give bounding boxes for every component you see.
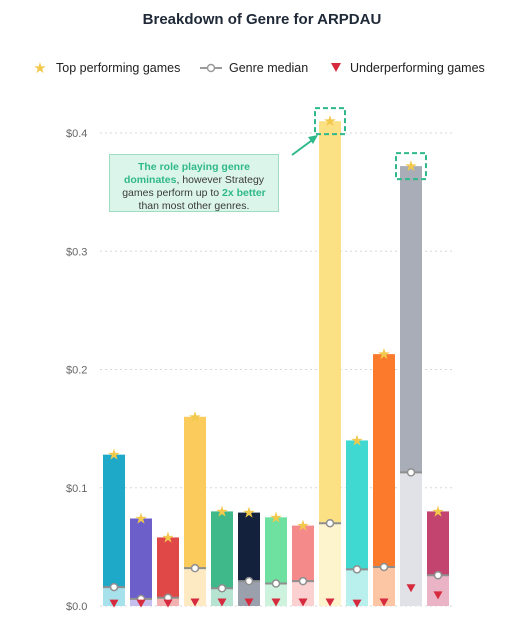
legend-label-under: Underperforming games: [350, 61, 485, 75]
under-triangle-icon: [136, 599, 146, 608]
median-dot: [217, 584, 227, 593]
under-triangle-icon: [325, 598, 335, 607]
top-star-icon: ★: [377, 346, 390, 363]
annotation-part-1: The role playing genre dominates: [123, 161, 251, 186]
bar-upper: [346, 440, 368, 570]
bar-lower: [292, 581, 314, 606]
bar-group: ★: [103, 447, 125, 608]
bar-upper: [265, 517, 287, 584]
legend-star-icon: ★: [33, 60, 46, 77]
top-star-icon: ★: [269, 509, 282, 526]
top-star-icon: ★: [107, 447, 120, 464]
bar-group: ★: [373, 346, 395, 607]
bar-lower: [400, 472, 422, 606]
bar-lower: [211, 588, 233, 606]
bar-lower: [103, 587, 125, 606]
bar-group: ★: [400, 158, 422, 606]
legend-label-median: Genre median: [229, 61, 308, 75]
y-tick-label: $0.2: [66, 365, 87, 377]
y-tick-label: $0.3: [66, 246, 87, 258]
bar-lower: [265, 583, 287, 606]
bar-upper: [157, 537, 179, 598]
median-dot: [325, 518, 335, 528]
top-star-icon: ★: [431, 503, 444, 520]
top-star-icon: ★: [161, 529, 174, 546]
chart-legend: ★ Top performing games Genre median Unde…: [33, 60, 485, 77]
under-triangle-icon: [352, 599, 362, 608]
bar-group: ★: [346, 432, 368, 608]
bar-group: ★: [427, 503, 449, 606]
annotation-part-2: , however Strategy games perform up to: [122, 174, 265, 199]
bar-lower: [427, 575, 449, 606]
median-dot: [433, 571, 443, 580]
top-star-icon: ★: [215, 503, 228, 520]
bar-group: ★: [238, 505, 260, 607]
under-triangle-icon: [433, 591, 443, 600]
median-dot: [244, 576, 254, 586]
bar-upper: [211, 511, 233, 589]
under-triangle-icon: [406, 584, 416, 593]
bar-lower: [346, 569, 368, 606]
legend-median-icon: [200, 63, 222, 73]
bar-upper: [103, 454, 125, 588]
bar-upper: [400, 166, 422, 473]
legend-triangle-icon: [331, 63, 341, 72]
bar-group: ★: [265, 509, 287, 607]
bar-group: ★: [130, 510, 152, 608]
y-tick-label: $0.4: [66, 128, 87, 140]
top-star-icon: ★: [296, 518, 309, 535]
bar-lower: [184, 568, 206, 606]
under-triangle-icon: [379, 598, 389, 607]
bar-group: ★: [184, 409, 206, 607]
bar-group: ★: [211, 503, 233, 607]
median-dot: [271, 579, 281, 588]
top-star-icon: ★: [188, 409, 201, 426]
under-triangle-icon: [298, 598, 308, 607]
median-dot: [298, 576, 308, 586]
bar-upper: [130, 518, 152, 599]
bars-layer: ★ ★ ★ ★ ★ ★ ★ ★ ★ ★ ★ ★ ★: [103, 113, 449, 608]
top-star-icon: ★: [350, 432, 363, 449]
top-star-icon: ★: [242, 505, 255, 522]
under-triangle-icon: [217, 598, 227, 607]
median-dot: [109, 582, 119, 592]
bar-upper: [184, 416, 206, 569]
under-triangle-icon: [271, 598, 281, 607]
under-triangle-icon: [163, 599, 173, 608]
bar-group: ★: [157, 529, 179, 608]
bar-upper: [292, 525, 314, 582]
highlight-box: [314, 107, 346, 136]
highlight-boxes: [314, 107, 427, 181]
under-triangle-icon: [190, 598, 200, 607]
top-star-icon: ★: [134, 510, 147, 527]
median-dot: [406, 468, 416, 477]
top-star-icon: ★: [323, 113, 336, 130]
bar-lower: [373, 566, 395, 606]
under-triangle-icon: [109, 599, 119, 608]
y-grid: $0.0 $0.1 $0.2 $0.3 $0.4: [66, 128, 455, 613]
y-tick-label: $0.0: [66, 601, 87, 613]
highlight-box: [395, 152, 427, 181]
bar-lower: [238, 581, 260, 606]
annotation-callout: The role playing genre dominates, howeve…: [109, 154, 279, 212]
annotation-part-4: than most other genres.: [138, 200, 250, 212]
under-triangle-icon: [244, 598, 254, 607]
bar-lower: [319, 523, 341, 606]
bar-upper: [319, 121, 341, 524]
bar-group: ★: [319, 113, 341, 607]
median-dot: [352, 565, 362, 574]
legend-label-top: Top performing games: [56, 61, 180, 75]
chart-title: Breakdown of Genre for ARPDAU: [143, 11, 382, 28]
y-tick-label: $0.1: [66, 483, 87, 495]
annotation-arrow: [291, 135, 318, 156]
bar-group: ★: [292, 518, 314, 607]
bar-upper: [373, 354, 395, 567]
bar-upper: [427, 511, 449, 576]
median-dot: [190, 563, 200, 573]
bar-upper: [238, 512, 260, 582]
annotation-part-3: 2x better: [222, 187, 266, 199]
median-dot: [379, 562, 389, 572]
top-star-icon: ★: [404, 158, 417, 175]
